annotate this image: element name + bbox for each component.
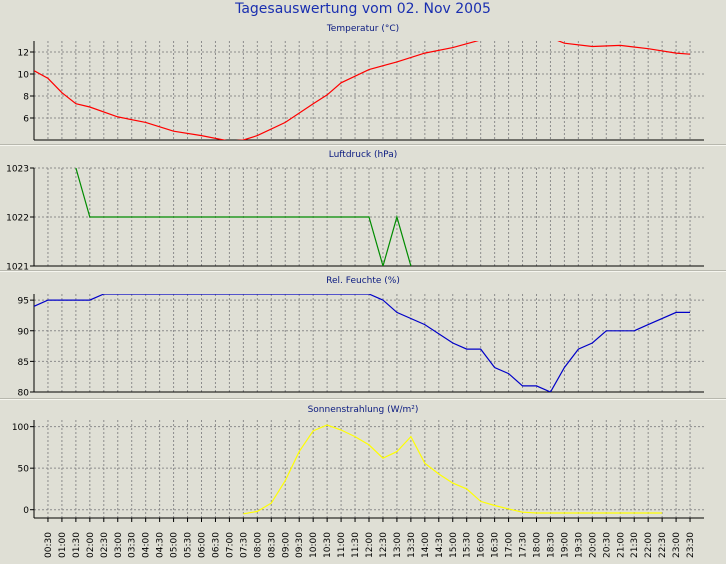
x-tick-label: 04:00 [142, 532, 152, 558]
x-tick-label: 14:30 [435, 532, 445, 558]
x-tick-label: 10:30 [323, 532, 333, 558]
x-tick-label: 10:00 [309, 532, 319, 558]
x-tick-label: 19:30 [574, 532, 584, 558]
panel-title-radiation: Sonnenstrahlung (W/m²) [307, 405, 419, 415]
panel-title-temperature: Temperatur (°C) [326, 24, 400, 34]
y-tick-label: 1023 [6, 165, 29, 175]
y-tick-label: 12 [18, 49, 29, 59]
y-tick-label: 80 [18, 389, 30, 399]
x-tick-label: 02:00 [86, 532, 96, 558]
x-tick-label: 23:30 [686, 532, 696, 558]
x-tick-label: 15:30 [463, 532, 473, 558]
x-tick-label: 07:30 [239, 532, 249, 558]
x-tick-label: 06:00 [198, 532, 208, 558]
x-tick-label: 19:00 [560, 532, 570, 558]
x-tick-label: 16:30 [491, 532, 501, 558]
x-tick-label: 21:00 [616, 532, 626, 558]
x-tick-label: 12:00 [365, 532, 375, 558]
x-tick-label: 22:30 [658, 532, 668, 558]
x-tick-label: 21:30 [630, 532, 640, 558]
y-tick-label: 85 [18, 358, 29, 368]
x-tick-label: 00:30 [44, 532, 54, 558]
series-line-humidity [34, 294, 690, 392]
x-tick-label: 17:00 [505, 532, 515, 558]
y-tick-label: 8 [23, 93, 29, 103]
x-tick-label: 08:30 [267, 532, 277, 558]
x-tick-label: 17:30 [519, 532, 529, 558]
panel-divider [0, 398, 726, 400]
x-tick-label: 11:30 [351, 532, 361, 558]
x-tick-label: 22:00 [644, 532, 654, 558]
x-tick-label: 16:00 [477, 532, 487, 558]
x-tick-label: 04:30 [156, 532, 166, 558]
y-tick-label: 90 [18, 327, 30, 337]
x-tick-label: 01:00 [58, 532, 68, 558]
x-tick-label: 11:00 [337, 532, 347, 558]
panel-title-pressure: Luftdruck (hPa) [328, 150, 398, 160]
x-tick-label: 18:00 [533, 532, 543, 558]
main-title: Tagesauswertung vom 02. Nov 2005 [235, 1, 491, 17]
x-tick-label: 09:00 [281, 532, 291, 558]
x-tick-label: 09:30 [295, 532, 305, 558]
panel-divider [0, 270, 726, 272]
x-tick-label: 18:30 [546, 532, 556, 558]
y-tick-label: 1021 [6, 263, 29, 273]
series-line-radiation [243, 424, 663, 515]
x-tick-label: 12:30 [379, 532, 389, 558]
y-tick-label: 10 [18, 71, 30, 81]
y-tick-label: 1022 [6, 214, 29, 224]
x-tick-label: 03:00 [114, 532, 124, 558]
x-tick-label: 20:00 [588, 532, 598, 558]
x-tick-label: 06:30 [211, 532, 221, 558]
x-tick-label: 13:30 [407, 532, 417, 558]
x-tick-label: 08:00 [253, 532, 263, 558]
panel-title-humidity: Rel. Feuchte (%) [326, 276, 400, 286]
y-tick-label: 100 [12, 423, 29, 433]
x-tick-label: 07:00 [225, 532, 235, 558]
series-line-temperature [34, 41, 691, 140]
panel-divider [0, 144, 726, 146]
x-tick-label: 20:30 [602, 532, 612, 558]
y-tick-label: 50 [18, 465, 30, 475]
y-tick-label: 0 [23, 506, 29, 516]
x-tick-label: 03:30 [128, 532, 138, 558]
y-tick-label: 6 [23, 115, 29, 125]
x-tick-label: 15:00 [449, 532, 459, 558]
x-tick-label: 14:00 [421, 532, 431, 558]
x-tick-label: 23:00 [672, 532, 682, 558]
x-tick-label: 13:00 [393, 532, 403, 558]
x-tick-label: 01:30 [72, 532, 82, 558]
series-line-pressure [75, 168, 412, 266]
x-tick-label: 02:30 [100, 532, 110, 558]
y-tick-label: 95 [18, 297, 29, 307]
x-tick-label: 05:30 [184, 532, 194, 558]
x-tick-label: 05:00 [170, 532, 180, 558]
